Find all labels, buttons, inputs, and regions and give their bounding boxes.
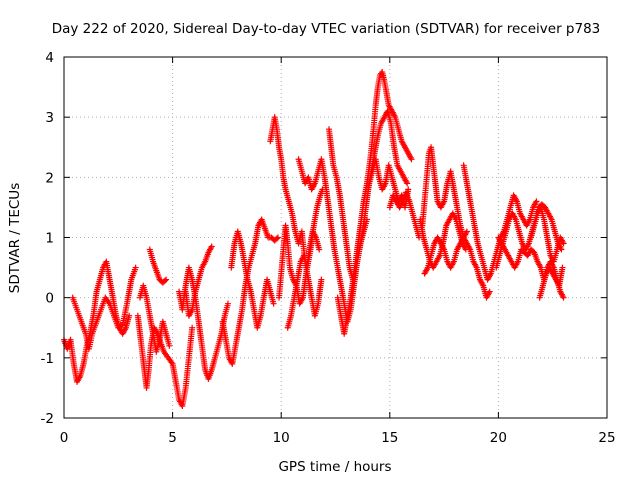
data-points bbox=[61, 69, 567, 409]
data-point bbox=[318, 276, 325, 283]
data-point bbox=[208, 243, 215, 250]
axis-ticks: 0 5 10 15 20 25 -2 -1 0 1 2 3 4 bbox=[41, 50, 616, 446]
data-point bbox=[126, 312, 133, 319]
x-tick-label: 15 bbox=[381, 430, 398, 446]
y-tick-label: 4 bbox=[45, 50, 54, 66]
y-tick-label: 0 bbox=[45, 291, 54, 307]
data-point bbox=[132, 264, 139, 271]
data-point bbox=[274, 234, 281, 241]
data-point bbox=[270, 300, 277, 307]
x-tick-label: 10 bbox=[273, 430, 290, 446]
data-point bbox=[404, 180, 411, 187]
chart-title: Day 222 of 2020, Sidereal Day-to-day VTE… bbox=[52, 21, 601, 37]
y-tick-label: 3 bbox=[45, 110, 54, 126]
data-point bbox=[560, 240, 567, 247]
x-tick-label: 5 bbox=[168, 430, 177, 446]
x-tick-label: 25 bbox=[598, 430, 615, 446]
data-point bbox=[163, 276, 170, 283]
data-point bbox=[405, 186, 412, 193]
data-point bbox=[408, 156, 415, 163]
x-axis-label: GPS time / hours bbox=[278, 459, 391, 475]
y-tick-label: 2 bbox=[45, 170, 54, 186]
x-tick-label: 0 bbox=[60, 430, 69, 446]
data-point bbox=[189, 324, 196, 331]
data-point bbox=[559, 264, 566, 271]
y-tick-label: -1 bbox=[41, 351, 54, 367]
data-point bbox=[166, 342, 173, 349]
data-point bbox=[463, 228, 470, 235]
x-tick-label: 20 bbox=[490, 430, 507, 446]
data-point bbox=[560, 294, 567, 301]
data-point bbox=[161, 277, 168, 284]
data-point bbox=[273, 235, 280, 242]
data-point bbox=[316, 246, 323, 253]
data-point bbox=[533, 198, 540, 205]
data-point bbox=[486, 288, 493, 295]
y-tick-label: 1 bbox=[45, 231, 54, 247]
y-tick-label: -2 bbox=[41, 411, 54, 427]
data-point bbox=[462, 246, 469, 253]
y-axis-label: SDTVAR / TECUs bbox=[7, 183, 23, 293]
data-point bbox=[224, 300, 231, 307]
